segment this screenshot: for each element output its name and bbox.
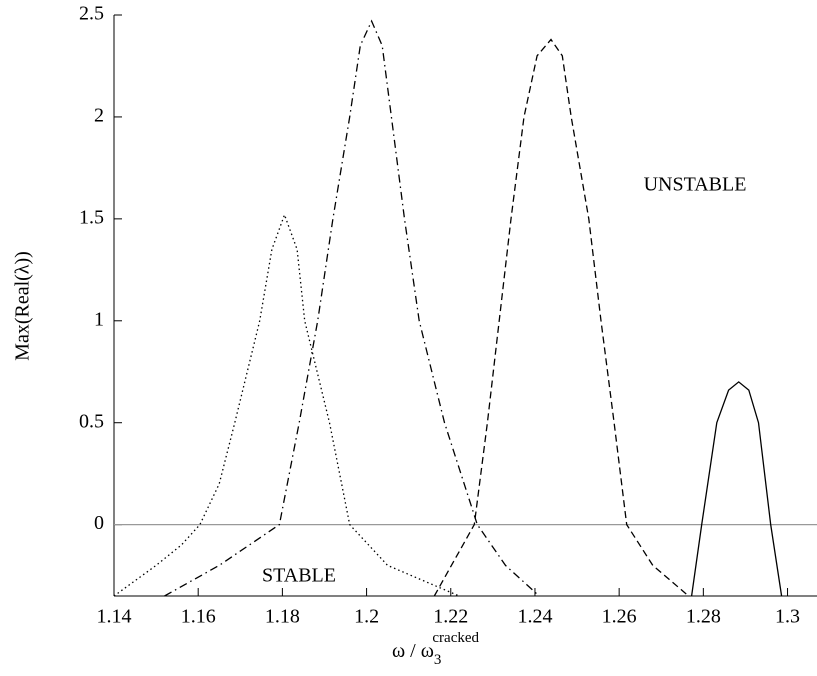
x-tick-label: 1.16 — [181, 606, 216, 628]
x-axis-label-sub: 3 — [434, 652, 442, 668]
series-line — [433, 38, 690, 597]
y-tick-label: 2.5 — [79, 3, 104, 25]
x-axis-label-sup: cracked — [432, 630, 479, 646]
x-tick-label: 1.2 — [354, 606, 379, 628]
series-line — [164, 19, 540, 597]
x-tick-label: 1.26 — [602, 606, 637, 628]
series-line — [113, 212, 460, 597]
x-tick-label: 1.28 — [686, 606, 721, 628]
x-tick-label: 1.24 — [517, 606, 552, 628]
y-tick-label: 2 — [94, 105, 104, 127]
annotation: STABLE — [262, 565, 336, 587]
x-tick-label: 1.3 — [775, 606, 800, 628]
x-tick-label: 1.14 — [97, 606, 132, 628]
x-axis-label: ω / ω3 cracked — [392, 630, 480, 668]
annotation: UNSTABLE — [644, 174, 747, 196]
x-tick-label: 1.22 — [433, 606, 468, 628]
y-tick-label: 0.5 — [79, 410, 104, 432]
y-tick-label: 1 — [94, 308, 104, 330]
y-tick-label: 1.5 — [79, 206, 104, 228]
y-axis-label: Max(Real(λ)) — [12, 251, 34, 361]
series-line — [690, 381, 783, 597]
x-axis-label-main: ω / ω — [392, 640, 434, 662]
x-tick-label: 1.18 — [265, 606, 300, 628]
y-tick-label: 0 — [94, 512, 104, 534]
